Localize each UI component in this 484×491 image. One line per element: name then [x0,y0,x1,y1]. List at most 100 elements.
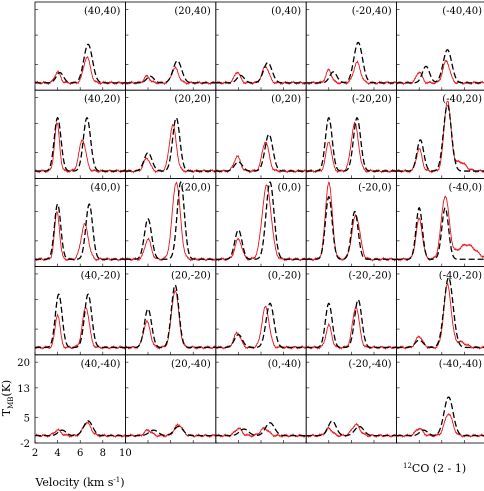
model-spectrum-line [306,41,397,84]
model-spectrum-line [215,302,307,349]
observed-spectrum-line [305,121,397,174]
panel-offset-label: (20,-20) [171,271,211,282]
observed-spectrum-line [396,100,484,174]
model-spectrum-line [35,203,126,260]
x-tick-label: 10 [119,448,132,459]
panel-offset-label: (0,0) [277,182,301,193]
observed-spectrum-line [215,64,307,86]
observed-spectrum-line [305,60,398,86]
panel-offset-label: (-20,40) [352,6,392,17]
spectrum-panel: (0,-40) [215,354,307,444]
y-axis-label: TMB(K) [0,380,15,416]
observed-spectrum-line [215,305,307,350]
observed-spectrum-line [215,141,307,174]
x-tick-label: 2 [32,448,38,459]
y-tick-label: 5 [24,413,30,424]
spectrum-panel: (-20,-20) [305,266,398,356]
y-tick-label: -2 [20,439,30,450]
panel-offset-label: (-40,0) [449,182,483,193]
x-tick-label: 8 [100,448,106,459]
panel-offset-label: (0,20) [271,94,301,105]
panel-offset-label: (0,40) [271,6,301,17]
model-spectrum-line [215,422,307,437]
observed-spectrum-line [34,122,126,174]
observed-spectrum-line [396,412,484,438]
observed-spectrum-line [124,123,217,174]
panel-offset-label: (0,-20) [268,271,302,282]
spectrum-panel: (-40,20) [396,89,484,179]
y-tick-label: 20 [17,358,30,369]
model-spectrum-line [215,62,307,84]
spectrum-panel: (0,-20) [215,266,307,356]
model-spectrum-line [306,299,397,349]
observed-spectrum-line [34,306,126,350]
observed-spectrum-line [305,181,398,262]
spectrum-panel: (20,20) [124,89,217,179]
panel-grid: (40,40) (20,40) (0,40) (-20,40) (-40,40) (40,… [34,1,484,444]
spectrum-panel: (-20,40) [305,1,398,91]
spectrum-panel: (40,20) [34,89,126,179]
model-spectrum-line [125,181,216,260]
panel-offset-label: (40,20) [84,94,121,105]
model-spectrum-line [396,396,484,437]
spectrum-panel: (0,20) [215,89,307,179]
panel-offset-label: (-40,40) [442,6,482,17]
spectrum-panel: (40,40) [34,1,126,91]
panel-offset-label: (-40,20) [442,94,482,105]
panel-offset-label: (-40,-20) [439,271,482,282]
observed-spectrum-line [305,422,397,439]
panel-offset-label: (-20,-40) [348,359,391,370]
model-spectrum-line [35,293,126,349]
x-tick-label: 6 [77,448,83,459]
line-transition-label: 12CO (2 - 1) [403,462,466,475]
panel-offset-label: (40,0) [90,182,120,193]
panel-offset-label: (20,0) [181,182,211,193]
spectrum-panel: (0,40) [215,1,307,91]
spectrum-panel: (-40,-20) [396,266,484,356]
model-spectrum-line [35,420,126,437]
spectrum-panel: (40,0) [34,177,126,267]
panel-offset-label: (40,40) [84,6,121,17]
observed-spectrum-line [34,55,126,86]
model-spectrum-line [306,195,397,260]
observed-spectrum-line [396,195,484,262]
panel-offset-label: (20,-40) [171,359,211,370]
observed-spectrum-line [305,306,398,350]
model-spectrum-line [125,283,216,349]
panel-offset-label: (20,20) [174,94,211,105]
model-spectrum-line [125,425,216,437]
model-spectrum-line [396,104,484,172]
spectrum-panel: (20,0) [125,177,217,267]
x-tick-label: 4 [54,448,60,459]
observed-spectrum-line [125,181,217,262]
model-spectrum-line [306,116,397,172]
panel-offset-label: (0,-40) [268,359,302,370]
model-spectrum-line [125,60,216,84]
model-spectrum-line [215,181,307,260]
panel-offset-label: (-20,0) [358,182,392,193]
model-spectrum-line [396,277,484,349]
spectrum-panel: (40,-20) [34,266,126,356]
observed-spectrum-line [34,211,126,262]
panel-offset-label: (-20,-20) [348,271,391,282]
observed-spectrum-line [396,59,484,86]
spectrum-panel: (-20,-40) [305,354,398,444]
spectrum-panel: (20,-40) [125,354,217,444]
observed-spectrum-line [34,421,126,439]
panel-offset-label: (20,40) [174,6,211,17]
panel-offset-label: (40,-40) [81,359,121,370]
panel-offset-label: (-20,20) [352,94,392,105]
spectrum-panel: (20,40) [125,1,217,91]
spectrum-panel: (-20,0) [305,177,398,267]
panel-offset-label: (-40,-40) [439,359,482,370]
spectrum-panel: (-20,20) [305,89,398,179]
model-spectrum-line [396,49,484,84]
axes-decoration: Velocity (km s-1) TMB(K) 12CO (2 - 1) 20… [0,358,466,489]
model-spectrum-line [396,206,484,260]
spectrum-panel: (0,0) [215,177,307,267]
model-spectrum-line [125,116,216,172]
model-spectrum-line [35,43,126,84]
spectrum-panel: (40,-40) [34,354,126,444]
y-tick-label: 13 [17,384,30,395]
